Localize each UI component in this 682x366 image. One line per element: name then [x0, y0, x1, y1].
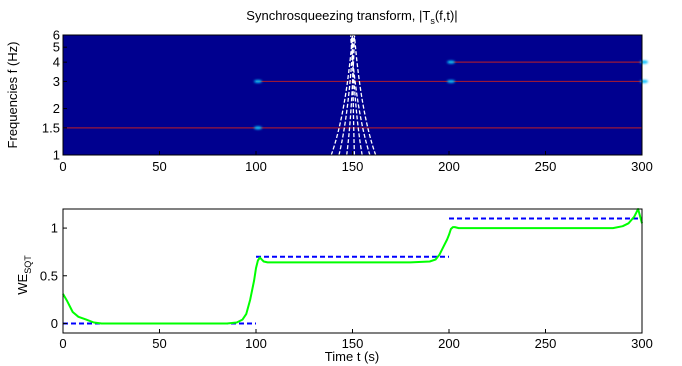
y-tick-label: 4	[53, 55, 60, 70]
heatmap-peak	[640, 60, 648, 64]
bottom-x-label: Time t (s)	[325, 349, 379, 364]
y-tick-label: 5	[53, 40, 60, 55]
x-tick-label: 200	[438, 336, 460, 351]
x-tick-label: 0	[59, 336, 66, 351]
we-sqt-curve	[62, 208, 643, 325]
overlay-curves	[330, 34, 377, 156]
overlay-curve	[346, 34, 356, 156]
x-tick-label: 50	[152, 336, 166, 351]
x-tick-label: 0	[59, 159, 66, 174]
bottom-x-ticks: 0 50 100 150 200 250 300	[59, 329, 653, 351]
overlay-curve	[330, 34, 354, 156]
heatmap-peak	[640, 79, 648, 84]
y-tick-label: 0.5	[40, 268, 58, 283]
x-tick-label: 50	[152, 159, 166, 174]
x-tick-label: 100	[245, 336, 267, 351]
y-tick-label: 3	[53, 74, 60, 89]
x-tick-label: 250	[535, 336, 557, 351]
heatmap-peak	[254, 79, 262, 84]
overlay-curve	[353, 34, 377, 156]
x-tick-label: 300	[631, 159, 653, 174]
bottom-y-label: WESQT	[15, 255, 33, 295]
y-tick-label: 1	[53, 148, 60, 163]
top-y-label: Frequencies f (Hz)	[5, 42, 20, 149]
y-tick-label: 2	[53, 101, 60, 116]
heatmap-peak	[447, 79, 455, 84]
x-tick-label: 200	[438, 159, 460, 174]
x-tick-label: 300	[631, 336, 653, 351]
heatmap-peak	[254, 126, 262, 130]
y-tick-label: 1	[51, 221, 58, 236]
top-title: Synchrosqueezing transform, |Ts(f,t)|	[246, 8, 457, 26]
x-tick-label: 250	[535, 159, 557, 174]
overlay-curve	[349, 34, 371, 156]
top-panel: Synchrosqueezing transform, |Ts(f,t)| 0 5…	[5, 8, 653, 174]
x-tick-label: 150	[342, 159, 364, 174]
x-tick-label: 150	[342, 336, 364, 351]
bottom-series	[62, 208, 643, 325]
bottom-panel: 0 50 100 150 200 250 300 00.51 WESQT Time t (s…	[15, 208, 653, 364]
top-y-ticks: 1 1.5 2 3 456	[42, 28, 67, 163]
x-tick-label: 100	[245, 159, 267, 174]
y-tick-label: 6	[53, 28, 60, 43]
y-tick-label: 1.5	[42, 120, 60, 135]
top-x-ticks: 0 50 100 150 200 250 300	[59, 151, 653, 174]
bottom-y-ticks: 00.51	[40, 221, 67, 331]
bottom-axes-background	[63, 209, 642, 333]
heatmap-peak	[447, 60, 455, 64]
y-tick-label: 0	[51, 316, 58, 331]
